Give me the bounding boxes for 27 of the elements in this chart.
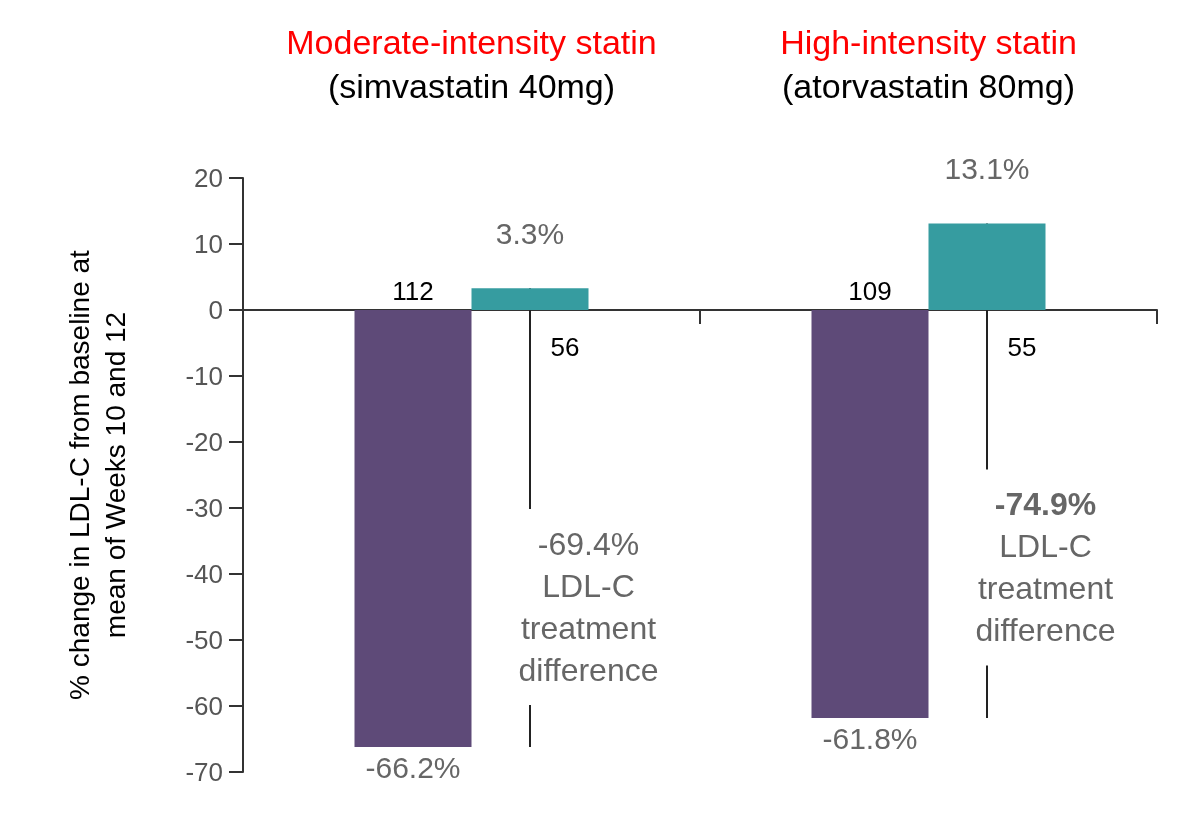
data-label: -61.8% xyxy=(822,722,918,756)
bar xyxy=(811,310,929,718)
annotation: -74.9% LDL-C treatment difference xyxy=(975,486,1116,649)
x-tick-label: High-intensity statin (atorvastatin 80mg) xyxy=(780,23,1077,105)
annotation: 109 xyxy=(848,276,892,306)
data-label: 13.1% xyxy=(944,152,1030,186)
data-label: 3.3% xyxy=(495,216,565,250)
y-axis-title: % change in LDL-C from baseline at mean of Weeks 10 and 12 xyxy=(63,249,131,700)
y-tick-label: 10 xyxy=(194,229,223,259)
x-tick-label: Moderate-intensity statin (simvastatin 40mg) xyxy=(286,23,657,105)
annotation: 112 xyxy=(392,276,434,306)
y-tick-label: 20 xyxy=(194,163,223,193)
y-tick-label: -30 xyxy=(185,493,223,523)
annotation: 55 xyxy=(1007,332,1037,362)
y-tick-label: -50 xyxy=(185,625,223,655)
data-label: -66.2% xyxy=(365,751,461,785)
annotation: 56 xyxy=(550,332,580,362)
bar xyxy=(354,310,472,747)
y-tick-label: -70 xyxy=(185,757,223,787)
y-tick-label: -60 xyxy=(185,691,223,721)
y-tick-label: 0 xyxy=(208,295,223,325)
y-tick-label: -20 xyxy=(185,427,223,457)
bar xyxy=(928,223,1046,310)
annotation: -69.4% LDL-C treatment difference xyxy=(518,526,659,688)
y-tick-label: -40 xyxy=(185,559,223,589)
bar xyxy=(471,288,589,310)
y-tick-label: -10 xyxy=(185,361,223,391)
